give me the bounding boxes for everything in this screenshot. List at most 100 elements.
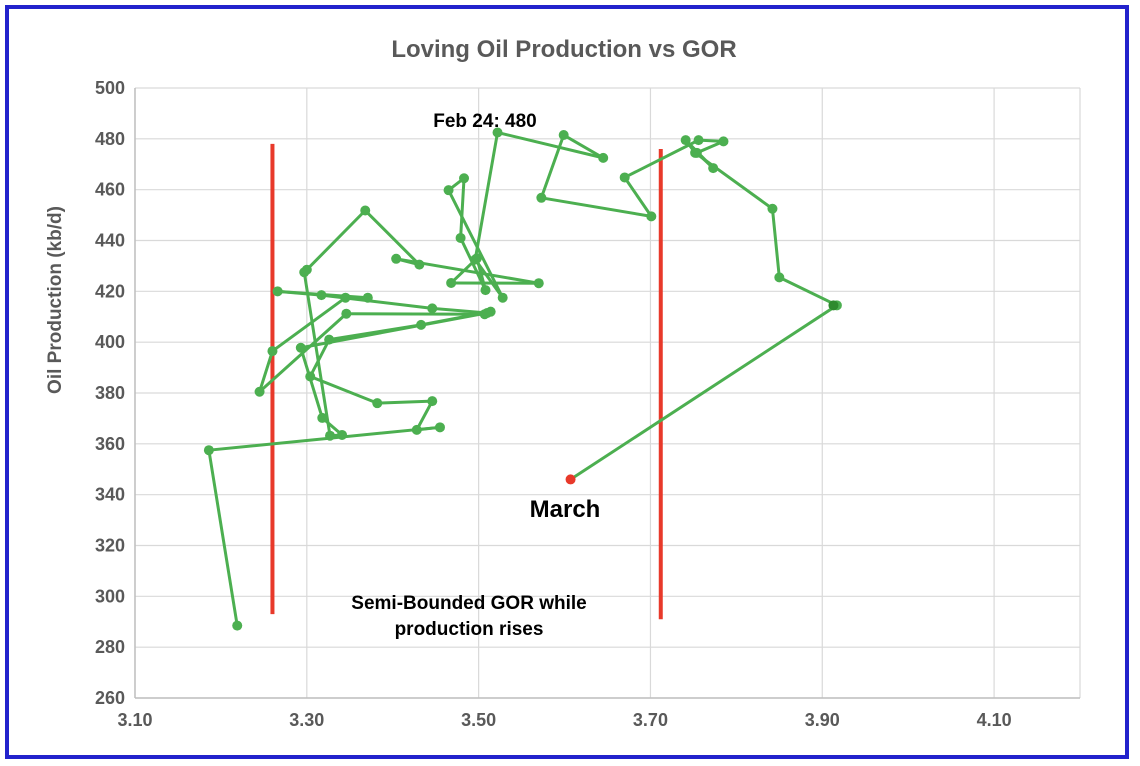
y-tick-label: 320 (95, 536, 125, 556)
series-segment (539, 133, 566, 200)
data-point (362, 292, 373, 303)
series-segment (430, 306, 489, 315)
x-axis-ticks: 3.10 3.30 3.50 3.70 3.90 4.10 (117, 710, 1011, 730)
y-tick-label: 360 (95, 434, 125, 454)
data-point (446, 277, 457, 288)
y-tick-label: 400 (95, 332, 125, 352)
series-segment (270, 296, 347, 353)
series-segment (447, 188, 505, 300)
annotation-peak: Feb 24: 480 (433, 111, 537, 132)
data-point (232, 620, 243, 631)
grid (134, 87, 1081, 699)
series-segment (305, 209, 367, 272)
y-tick-label: 260 (95, 688, 125, 708)
data-point (497, 292, 508, 303)
data-point (324, 334, 335, 345)
data-point (414, 259, 425, 270)
series-segment (319, 293, 434, 310)
x-tick-label: 4.10 (977, 710, 1012, 730)
data-point (295, 342, 306, 353)
data-point (598, 152, 609, 163)
x-tick-label: 3.90 (805, 710, 840, 730)
data-point (558, 130, 569, 141)
series-segment (473, 130, 500, 262)
series-segment (770, 207, 781, 279)
chart: Loving Oil Production vs GOR 3.10 3.30 3.5… (45, 36, 1081, 730)
data-point (337, 429, 348, 440)
data-point (391, 253, 402, 264)
y-tick-label: 300 (95, 586, 125, 606)
series-segment (375, 399, 434, 405)
series-segment (363, 209, 421, 267)
series-segment (276, 289, 323, 297)
chart-title: Loving Oil Production vs GOR (391, 36, 736, 63)
data-point (301, 264, 312, 275)
series-points (203, 127, 842, 631)
y-tick-label: 500 (95, 78, 125, 98)
data-point (411, 424, 422, 435)
data-point (482, 307, 493, 318)
series-segment (693, 151, 774, 211)
data-point (317, 412, 328, 423)
data-point (427, 303, 438, 314)
data-point (455, 232, 466, 243)
chart-frame: Loving Oil Production vs GOR 3.10 3.30 3.5… (5, 5, 1129, 759)
data-point (693, 135, 704, 146)
series-line (207, 130, 839, 628)
series-segment (623, 175, 653, 218)
y-axis-label: Oil Production (kb/d) (45, 206, 66, 394)
series-segment (207, 425, 442, 452)
data-point (340, 292, 351, 303)
annotation-note-line1: Semi-Bounded GOR while (351, 593, 586, 614)
series-segment (258, 349, 274, 394)
series-segment (623, 138, 701, 179)
last-data-point (565, 474, 576, 485)
data-point (316, 290, 327, 301)
y-tick-label: 460 (95, 180, 125, 200)
data-point (619, 172, 630, 183)
series-segment (539, 196, 653, 218)
data-point (341, 308, 352, 319)
series-segment (415, 399, 434, 432)
data-point (427, 396, 438, 407)
data-point (767, 203, 778, 214)
y-tick-label: 420 (95, 281, 125, 301)
series-segment (569, 303, 839, 481)
gor-bounds (270, 143, 663, 620)
data-point (470, 254, 481, 265)
data-point (434, 422, 445, 433)
data-point (416, 319, 427, 330)
x-tick-label: 3.50 (461, 710, 496, 730)
y-tick-label: 480 (95, 129, 125, 149)
series-segment (344, 312, 487, 316)
series-segment (473, 258, 505, 300)
data-point (360, 205, 371, 216)
annotation-last: March (530, 496, 601, 523)
data-point (203, 445, 214, 456)
data-point (646, 211, 657, 222)
x-tick-label: 3.70 (633, 710, 668, 730)
data-point (305, 371, 316, 382)
data-point (372, 398, 383, 409)
series-segment (562, 133, 605, 160)
highlight-data-point (828, 300, 839, 311)
data-point (708, 163, 719, 174)
y-tick-label: 440 (95, 231, 125, 251)
x-tick-label: 3.10 (117, 710, 152, 730)
series-segment (207, 448, 239, 628)
data-point (536, 192, 547, 203)
series-segment (308, 338, 331, 378)
y-tick-label: 380 (95, 383, 125, 403)
data-point (325, 430, 336, 441)
annotation-note-line2: production rises (395, 619, 544, 640)
series-segment (496, 130, 605, 160)
data-point (533, 278, 544, 289)
data-point (480, 285, 491, 296)
data-point (459, 173, 470, 184)
y-tick-label: 280 (95, 637, 125, 657)
y-tick-label: 340 (95, 485, 125, 505)
data-point (443, 185, 454, 196)
series-segment (459, 176, 466, 240)
data-point (267, 346, 278, 357)
data-point (492, 127, 503, 138)
